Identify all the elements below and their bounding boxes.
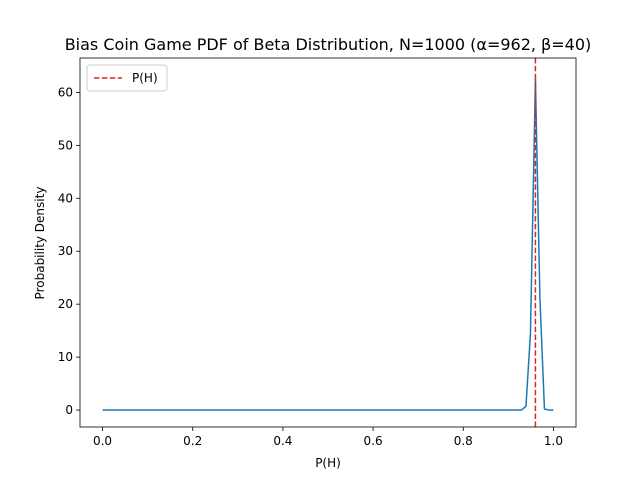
legend-box: [86, 64, 168, 92]
x-tick-label: 1.0: [544, 434, 563, 448]
y-tick-label: 60: [58, 85, 73, 99]
series-line-0: [102, 78, 554, 411]
y-tick-label: 30: [58, 244, 73, 258]
x-tick-label: 0.4: [273, 434, 292, 448]
x-tick-label: 0.6: [364, 434, 383, 448]
x-tick-label: 0.2: [183, 434, 202, 448]
chart-title: Bias Coin Game PDF of Beta Distribution,…: [65, 35, 592, 54]
y-tick-label: 20: [58, 297, 73, 311]
y-tick-label: 0: [65, 403, 73, 417]
x-axis-label: P(H): [315, 456, 341, 470]
legend: P(H): [86, 64, 168, 92]
x-tick-label: 0.8: [454, 434, 473, 448]
y-axis-label: Probability Density: [33, 187, 47, 300]
axes-frame: [79, 57, 577, 428]
y-tick-label: 50: [58, 138, 73, 152]
y-tick-label: 10: [58, 350, 73, 364]
y-axis-ticks: 0 10 20 30 40 50 60: [58, 85, 80, 417]
legend-label-ph: P(H): [132, 71, 158, 85]
x-axis-ticks: 0.0 0.2 0.4 0.6 0.8 1.0: [93, 427, 563, 448]
y-tick-label: 40: [58, 191, 73, 205]
x-tick-label: 0.0: [93, 434, 112, 448]
plot-area: [79, 57, 577, 428]
